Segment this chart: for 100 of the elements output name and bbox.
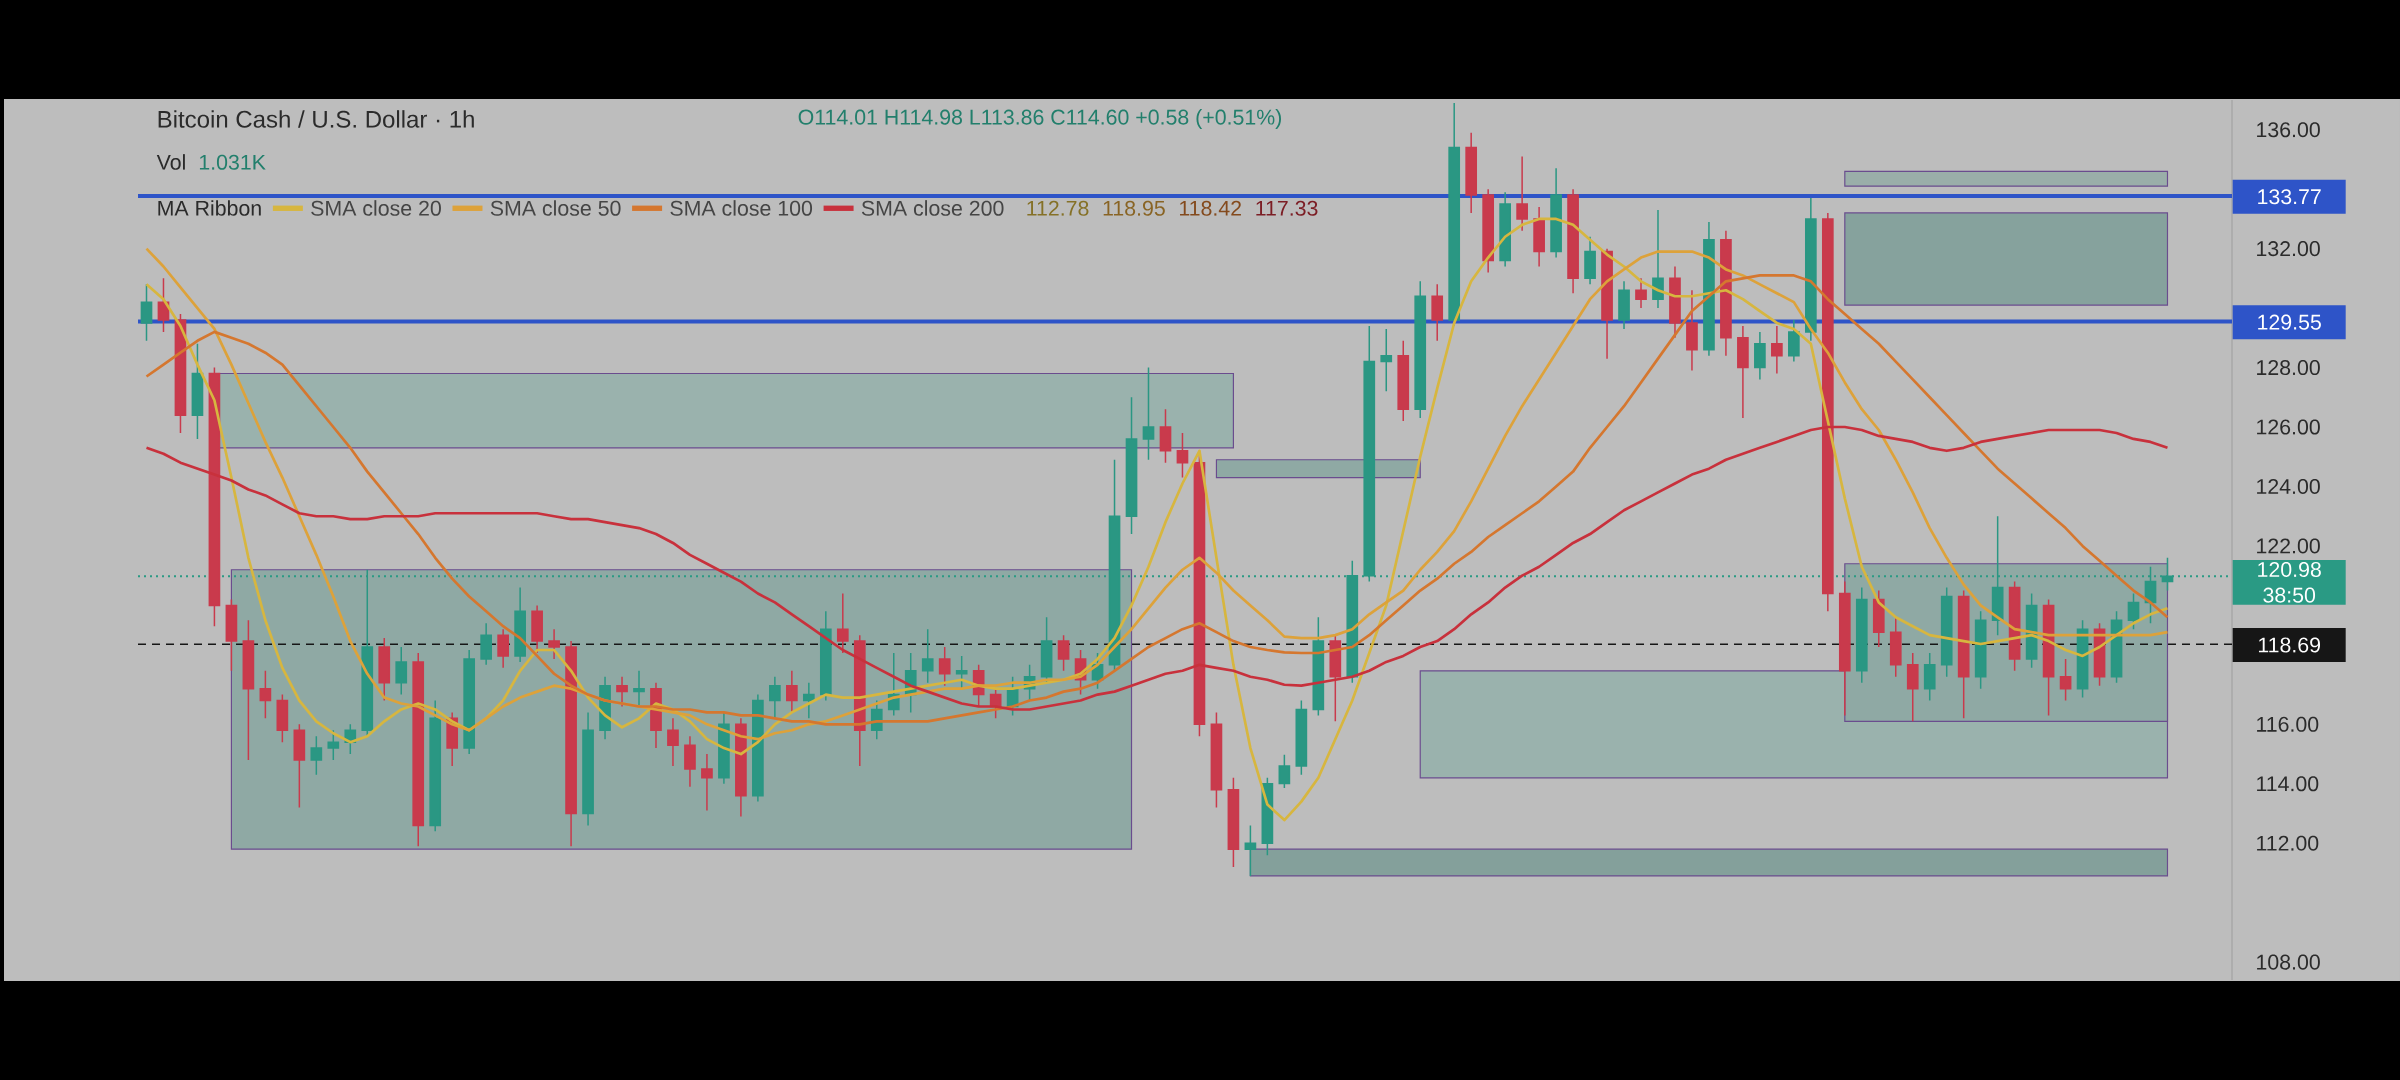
chart-subtitle: O114.01 H114.98 L113.86 C114.60 +0.58 (+0.51%) [798,109,1282,129]
legend-title: MA Ribbon [158,200,261,216]
candlestick [1788,319,1800,363]
annotation: Vol [156,154,185,170]
candlestick [548,628,560,660]
candlestick [1754,331,1766,381]
y-tick-label: 126.00 [2257,419,2320,435]
annotation: 112.78 [1027,200,1089,216]
ref-line-label: 133.77 [2258,189,2321,205]
candlestick [1940,586,1953,678]
candlestick [310,735,323,776]
candlestick [667,717,679,767]
y-tick-label: 108.00 [2257,954,2320,970]
y-tick-label: 122.00 [2257,538,2320,554]
candlestick [1737,325,1749,419]
candlestick [769,676,781,720]
candlestick [1720,230,1732,357]
candlestick [1227,777,1240,868]
candlestick [1516,155,1528,232]
candlestick [276,693,289,743]
candlestick [1312,616,1325,717]
candlestick [1431,283,1444,342]
y-tick-label: 112.00 [2257,835,2319,851]
candlestick [1533,206,1545,268]
candlestick [582,711,594,827]
annotation: 1.031K [199,154,266,170]
candlestick [1771,325,1783,375]
candlestick [684,735,696,788]
candlestick [497,628,509,669]
candlestick [803,681,815,720]
candlestick [463,649,476,755]
y-tick-label: 128.00 [2257,360,2320,376]
candlestick [1278,753,1291,789]
candlestick [1618,280,1630,330]
candlestick [1686,289,1698,372]
candlestick [1872,589,1885,648]
candlestick [616,676,628,708]
ref-line-label: 118.69 [2258,637,2321,653]
candlestick [225,598,238,672]
candlestick [1584,235,1596,286]
candlestick [1906,652,1919,723]
candlestick [1414,280,1427,419]
candlestick [701,753,713,812]
annotation: 118.95 [1103,200,1165,216]
candlestick [1601,247,1613,360]
candlestick [1550,167,1562,259]
candlestick [819,610,832,702]
candlestick [1567,188,1579,294]
candlestick [752,693,764,803]
candlestick [836,592,849,654]
candlestick [429,699,442,833]
candlestick [1804,197,1817,342]
candlestick [1838,580,1851,717]
candlestick [1482,188,1495,274]
candlestick [1703,221,1715,357]
y-tick-label: 132.00 [2257,241,2320,257]
candlestick [531,604,543,654]
ref-line-label: 120.98 38:50 [2258,561,2321,603]
candlestick [1465,131,1478,214]
candlestick [1057,634,1070,672]
y-tick-label: 136.00 [2257,122,2320,138]
candlestick [480,622,492,666]
ref-line-label: 129.55 [2258,314,2321,330]
candlestick [327,729,340,761]
candlestick [1499,191,1511,268]
candlestick [395,646,408,696]
candlestick [565,640,577,847]
legend-label: SMA close 50 [490,200,621,216]
candlestick [921,628,934,684]
candlestick [735,717,747,818]
legend-label: SMA close 100 [670,200,813,216]
y-tick-label: 114.00 [2257,776,2319,792]
annotation: 118.42 [1180,200,1241,216]
candlestick [786,670,798,714]
candlestick [1669,265,1681,339]
candlestick [1821,212,1834,613]
legend-label: SMA close 20 [311,200,441,216]
candlestick [1974,610,1987,690]
candlestick [938,646,951,687]
candlestick [1855,586,1868,684]
candlestick [378,637,391,702]
candlestick [1210,711,1223,809]
candlestick [1635,277,1647,309]
chart-title: Bitcoin Cash / U.S. Dollar · 1h [158,110,474,128]
candlestick [1957,589,1970,720]
candlestick [1397,340,1410,422]
candlestick [633,670,645,708]
y-tick-label: 124.00 [2257,478,2320,495]
candlestick [140,283,153,342]
legend-label: SMA close 200 [861,200,1004,216]
y-tick-label: 116.00 [2257,716,2319,732]
candlestick [1159,408,1172,464]
candlestick [412,652,425,847]
candlestick [1329,634,1342,723]
candlestick [1923,652,1936,702]
annotation: 117.33 [1256,200,1318,216]
candlestick [1295,699,1308,776]
candlestick [514,586,526,663]
candlestick [1889,616,1902,678]
candlestick [1125,396,1138,535]
